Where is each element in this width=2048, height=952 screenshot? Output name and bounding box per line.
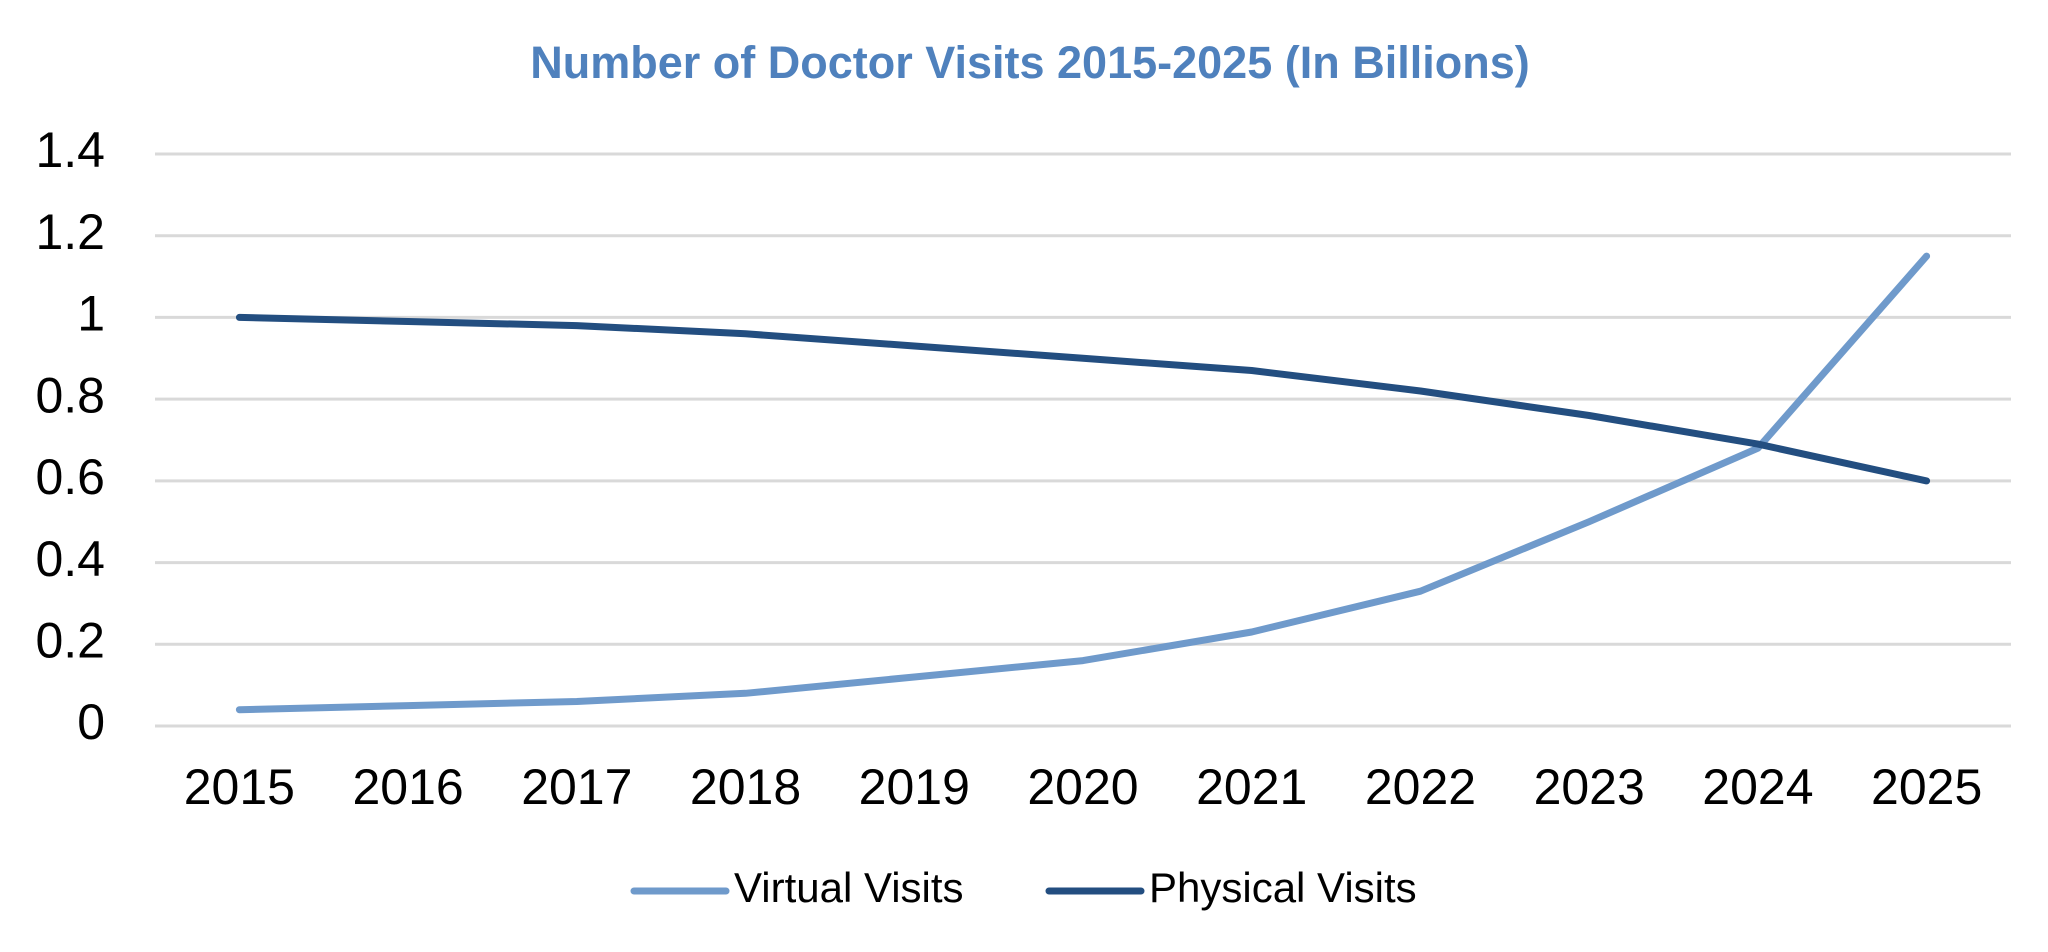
series-line — [235, 313, 1931, 485]
y-tick-label: 0 — [77, 694, 105, 750]
x-tick-label: 2024 — [1702, 759, 1813, 815]
y-tick-label: 1.4 — [35, 122, 105, 178]
x-tick-label: 2017 — [521, 759, 632, 815]
x-tick-label: 2015 — [184, 759, 295, 815]
y-tick-label: 1.2 — [35, 204, 105, 260]
x-tick-label: 2016 — [352, 759, 463, 815]
x-tick-label: 2023 — [1534, 759, 1645, 815]
x-tick-label: 2022 — [1365, 759, 1476, 815]
legend-label: Physical Visits — [1149, 864, 1417, 911]
x-tick-label: 2021 — [1196, 759, 1307, 815]
y-tick-label: 1 — [77, 286, 105, 342]
x-tick-label: 2019 — [859, 759, 970, 815]
series-line — [235, 252, 1931, 714]
x-tick-label: 2025 — [1871, 759, 1982, 815]
y-tick-label: 0.6 — [35, 449, 105, 505]
x-tick-label: 2018 — [690, 759, 801, 815]
chart-title: Number of Doctor Visits 2015-2025 (In Bi… — [530, 37, 1529, 88]
y-tick-label: 0.4 — [35, 531, 105, 587]
legend-label: Virtual Visits — [734, 864, 964, 911]
y-tick-label: 0.8 — [35, 367, 105, 423]
x-tick-label: 2020 — [1027, 759, 1138, 815]
y-tick-label: 0.2 — [35, 612, 105, 668]
